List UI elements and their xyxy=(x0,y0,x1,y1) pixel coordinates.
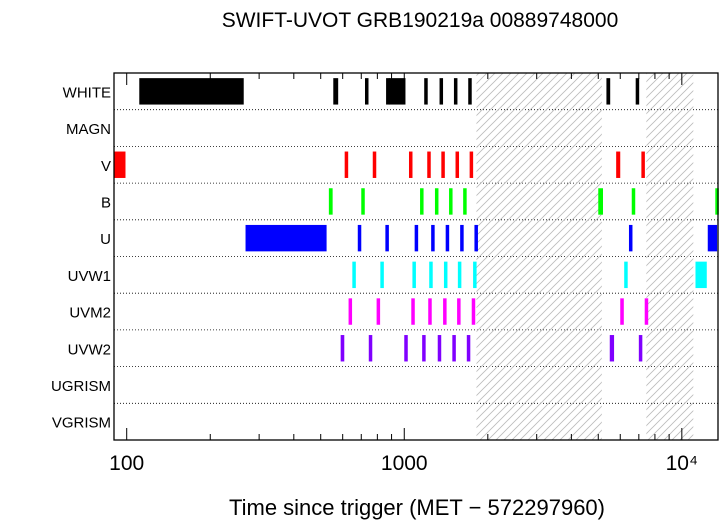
exposure-bar-u xyxy=(414,224,419,252)
exposure-bars xyxy=(114,78,719,362)
exposure-bar-white xyxy=(439,78,444,105)
exposure-bar-uvm2 xyxy=(376,298,381,325)
exposure-bar-white xyxy=(635,78,640,105)
x-tick-label: 10⁴ xyxy=(666,452,698,475)
row-label-ugrism: UGRISM xyxy=(51,378,111,395)
exposure-bar-uvw1 xyxy=(352,261,356,289)
row-labels: WHITE MAGN V B U UVW1 UVM2 UVW2 UGRISM VGRISM xyxy=(51,84,111,431)
shaded-interval xyxy=(476,73,602,440)
exposure-bar-b xyxy=(631,188,636,215)
exposure-bar-uvm2 xyxy=(457,298,461,325)
exposure-bar-u xyxy=(385,224,389,252)
exposure-bar-u xyxy=(431,224,435,252)
exposure-bar-b xyxy=(598,188,603,215)
exposure-bar-b xyxy=(420,188,424,215)
exposure-bar-u xyxy=(460,224,464,252)
exposure-bar-uvm2 xyxy=(428,298,432,325)
exposure-bar-uvw2 xyxy=(466,335,471,362)
exposure-bar-b xyxy=(361,188,365,215)
row-label-b: B xyxy=(101,194,111,211)
exposure-bar-v xyxy=(441,151,445,178)
exposure-bar-uvw2 xyxy=(437,335,442,362)
exposure-bar-uvm2 xyxy=(620,298,624,325)
shaded-regions xyxy=(476,73,694,440)
exposure-bar-v xyxy=(372,151,377,178)
exposure-bar-u xyxy=(628,224,633,252)
exposure-bar-u xyxy=(445,224,450,252)
row-label-v: V xyxy=(101,158,111,175)
exposure-bar-uvw2 xyxy=(340,335,345,362)
x-axis-ticks: 100 1000 10⁴ xyxy=(109,73,698,475)
exposure-bar-uvw1 xyxy=(473,261,477,289)
exposure-bar-uvw1 xyxy=(412,261,416,289)
exposure-bar-uvw1 xyxy=(457,261,462,289)
x-axis-label: Time since trigger (MET − 572297960) xyxy=(229,495,605,520)
exposure-bar-uvw1 xyxy=(443,261,448,289)
shaded-interval xyxy=(646,73,694,440)
exposure-bar-uvw1 xyxy=(429,261,433,289)
exposure-bar-uvm2 xyxy=(443,298,447,325)
row-guides xyxy=(114,109,718,404)
exposure-bar-b xyxy=(715,188,719,215)
chart-title: SWIFT-UVOT GRB190219a 00889748000 xyxy=(222,9,619,32)
exposure-bar-uvw2 xyxy=(404,335,408,362)
exposure-bar-uvw2 xyxy=(422,335,426,362)
exposure-bar-v xyxy=(344,151,349,178)
exposure-bar-white xyxy=(386,78,390,105)
exposure-bar-v xyxy=(114,151,126,178)
exposure-bar-uvw1 xyxy=(695,261,707,289)
row-label-white: WHITE xyxy=(63,84,111,101)
x-tick-label: 100 xyxy=(109,452,144,475)
exposure-bar-v xyxy=(408,151,413,178)
exposure-bar-b xyxy=(463,188,467,215)
row-label-u: U xyxy=(100,231,111,248)
exposure-bar-uvm2 xyxy=(348,298,353,325)
exposure-bar-v xyxy=(616,151,621,178)
exposure-bar-uvw2 xyxy=(609,335,615,362)
exposure-bar-white xyxy=(606,78,611,105)
exposure-bar-u xyxy=(245,224,327,252)
exposure-bar-white xyxy=(364,78,369,105)
x-tick-label: 1000 xyxy=(381,452,428,475)
exposure-bar-uvm2 xyxy=(411,298,415,325)
exposure-bar-uvm2 xyxy=(471,298,476,325)
row-label-vgrism: VGRISM xyxy=(52,415,111,432)
row-label-uvw1: UVW1 xyxy=(68,268,111,285)
exposure-bar-white xyxy=(388,78,406,105)
exposure-bar-v xyxy=(427,151,431,178)
exposure-bar-uvw1 xyxy=(380,261,384,289)
row-label-uvw2: UVW2 xyxy=(68,341,111,358)
exposure-bar-v xyxy=(469,151,474,178)
exposure-bar-white xyxy=(468,78,472,105)
exposure-bar-u xyxy=(707,224,718,252)
exposure-bar-uvw2 xyxy=(368,335,373,362)
exposure-bar-white xyxy=(453,78,458,105)
exposure-bar-u xyxy=(474,224,478,252)
exposure-bar-v xyxy=(641,151,645,178)
exposure-bar-b xyxy=(328,188,333,215)
exposure-bar-u xyxy=(357,224,362,252)
exposure-bar-b xyxy=(434,188,439,215)
exposure-bar-white xyxy=(139,78,244,105)
exposure-bar-white xyxy=(424,78,428,105)
exposure-bar-white xyxy=(333,78,339,105)
row-label-magn: MAGN xyxy=(66,121,111,138)
exposure-bar-uvm2 xyxy=(644,298,649,325)
exposure-bar-uvw1 xyxy=(624,261,628,289)
exposure-bar-b xyxy=(449,188,453,215)
row-label-uvm2: UVM2 xyxy=(69,305,111,322)
exposure-bar-v xyxy=(455,151,460,178)
plot-frame xyxy=(113,72,719,441)
exposure-bar-uvw2 xyxy=(638,335,643,362)
exposure-bar-uvw2 xyxy=(452,335,456,362)
